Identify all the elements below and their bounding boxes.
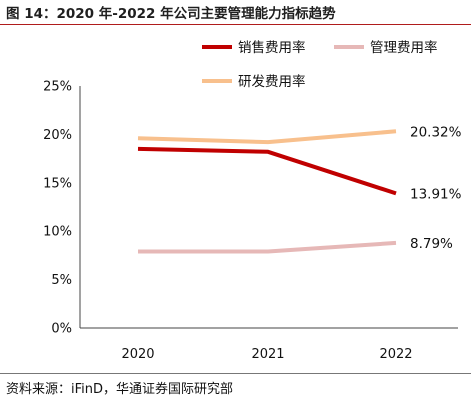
source-divider (0, 373, 471, 374)
x-tick-label: 2021 (251, 347, 284, 362)
end-labels: 13.91% 8.79% 20.32% (410, 124, 462, 252)
end-value-label: 20.32% (410, 124, 462, 140)
series-lines (137, 129, 397, 254)
figure-title: 图 14：2020 年-2022 年公司主要管理能力指标趋势 (6, 6, 336, 22)
legend-label: 销售费用率 (238, 39, 306, 56)
y-tick-label: 5% (51, 273, 72, 288)
line-chart: 0% 5% 10% 15% 20% 25% 2020 2021 2022 13.91% 8.79… (43, 39, 462, 362)
title-divider (0, 24, 471, 25)
y-tick-labels: 0% 5% 10% 15% 20% 25% (43, 80, 72, 337)
plot-area (79, 86, 458, 329)
y-tick-label: 15% (43, 176, 72, 191)
x-tick-label: 2020 (121, 347, 154, 362)
source-note: 资料来源：iFinD，华通证券国际研究部 (6, 382, 234, 397)
legend-label: 研发费用率 (238, 73, 306, 90)
series-line-1 (137, 146, 397, 196)
y-tick-label: 0% (51, 322, 72, 337)
series-line-2 (138, 240, 397, 254)
x-tick-label: 2022 (379, 347, 412, 362)
end-value-label: 8.79% (410, 236, 453, 252)
end-value-label: 13.91% (410, 186, 462, 202)
y-tick-label: 20% (43, 128, 72, 143)
y-tick-label: 25% (43, 80, 72, 95)
legend-label: 管理费用率 (370, 39, 438, 56)
series-line-3 (137, 129, 397, 145)
y-tick-label: 10% (43, 225, 72, 240)
x-tick-labels: 2020 2021 2022 (121, 347, 412, 362)
